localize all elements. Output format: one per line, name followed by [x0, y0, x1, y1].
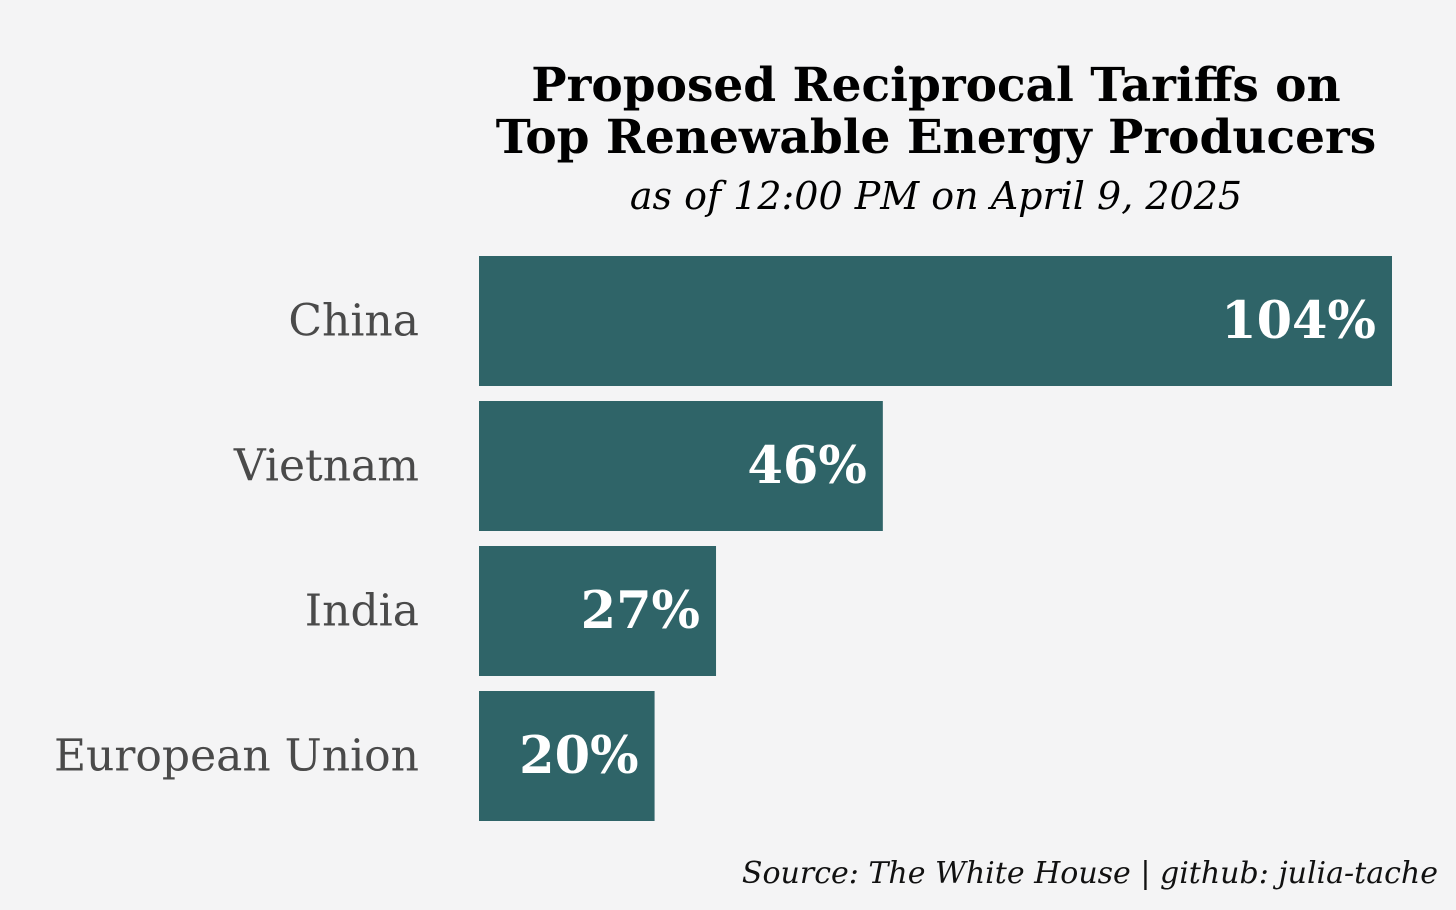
- source-caption: Source: The White House | github: julia-…: [741, 856, 1438, 891]
- value-label-vietnam: 46%: [747, 436, 866, 496]
- category-label-india: India: [305, 586, 419, 637]
- value-label-european-union: 20%: [519, 726, 638, 786]
- value-label-china: 104%: [1221, 291, 1376, 351]
- bar-india: [479, 546, 717, 676]
- chart-title-line-2: Top Renewable Energy Producers: [495, 110, 1377, 165]
- category-label-china: China: [288, 296, 419, 347]
- category-label-european-union: European Union: [54, 731, 419, 782]
- chart-title-line-1: Proposed Reciprocal Tariffs on: [531, 58, 1341, 113]
- bar-european-union: [479, 691, 655, 821]
- chart-title: Proposed Reciprocal Tariffs on Top Renew…: [486, 60, 1386, 164]
- bar-china: [479, 256, 1392, 386]
- bar-vietnam: [479, 401, 883, 531]
- chart-subtitle: as of 12:00 PM on April 9, 2025: [629, 174, 1243, 218]
- value-label-india: 27%: [581, 581, 700, 641]
- category-label-vietnam: Vietnam: [233, 441, 419, 492]
